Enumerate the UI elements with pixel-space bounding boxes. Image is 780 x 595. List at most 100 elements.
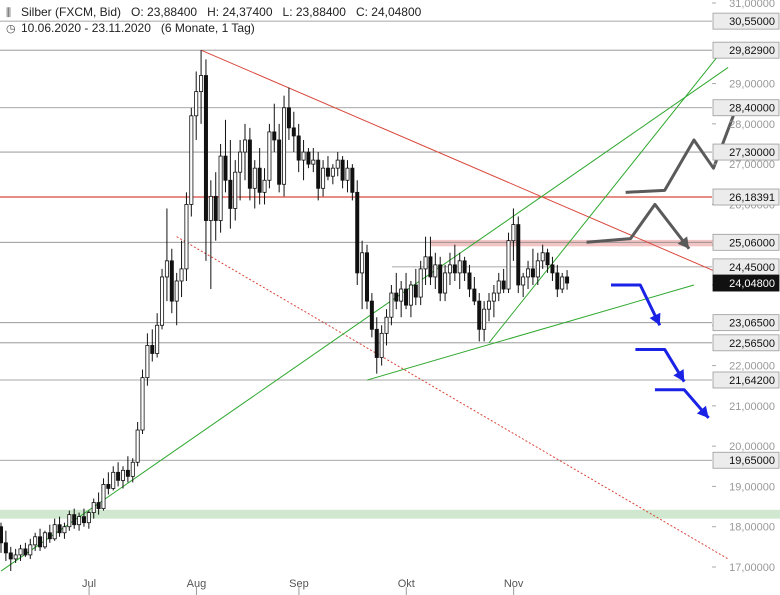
candle-body — [277, 139, 282, 185]
clock-icon: ◷ — [6, 23, 16, 35]
candle-body — [369, 300, 374, 330]
candle-body — [252, 167, 257, 189]
candle-body — [179, 268, 184, 282]
candle-body — [438, 264, 443, 294]
candle-body — [174, 280, 179, 302]
candle-body — [42, 532, 47, 548]
resistance-trendline — [176, 236, 729, 560]
candle-body — [81, 516, 86, 524]
candle-body — [540, 252, 545, 262]
candle-body — [164, 260, 169, 278]
candle-body — [106, 484, 111, 489]
axis-tick-label: 27,00000 — [729, 159, 775, 171]
candle-body — [506, 240, 511, 290]
axis-tick-label: 17,00000 — [729, 562, 775, 574]
candle-body — [486, 300, 491, 310]
candle-body — [23, 548, 28, 556]
level-label-box — [712, 12, 780, 30]
candle-body — [394, 292, 399, 302]
candle-body — [335, 159, 340, 169]
candles-layer — [0, 50, 570, 572]
scenario-arrow — [586, 202, 691, 250]
candle-body — [452, 264, 457, 274]
candle-body — [355, 191, 360, 274]
level-label-box — [712, 188, 780, 206]
scenario-arrowhead — [696, 405, 709, 418]
axis-tick-label: 21,00000 — [729, 401, 775, 413]
level-label: 25,06000 — [729, 237, 775, 249]
candle-body — [296, 135, 301, 161]
candle-body — [116, 471, 121, 481]
candle-body — [125, 469, 130, 477]
level-label: 22,56500 — [729, 338, 775, 350]
candle-body — [399, 288, 404, 302]
candle-body — [140, 377, 145, 431]
candle-body — [423, 256, 428, 270]
level-label: 23,06500 — [729, 318, 775, 330]
scenario-arrowhead — [677, 236, 690, 249]
level-label: 30,55000 — [729, 16, 775, 28]
candle-body — [203, 75, 208, 221]
candle-body — [233, 171, 238, 209]
candle-body — [428, 256, 433, 278]
candle-body — [501, 280, 506, 290]
candle-body — [306, 151, 311, 165]
candle-body — [550, 264, 555, 274]
candle-body — [316, 159, 321, 189]
candle-body — [57, 524, 62, 534]
bar-chart-icon: ⫼ — [6, 7, 12, 19]
trendlines-layer — [0, 42, 729, 572]
level-label-box — [712, 371, 780, 389]
candle-body — [389, 292, 394, 318]
candle-body — [516, 224, 521, 286]
scenario-arrowhead — [649, 312, 661, 326]
candle-body — [121, 469, 126, 481]
candle-body — [28, 544, 33, 556]
candle-body — [111, 471, 116, 489]
candle-body — [496, 280, 501, 294]
candle-body — [67, 514, 72, 528]
candle-body — [530, 268, 535, 278]
candle-body — [262, 179, 267, 193]
candle-body — [72, 514, 77, 526]
zone-red — [430, 239, 716, 247]
level-labels-layer: 30,55000 29,82900 28,40000 27,30000 26,18391… — [712, 12, 780, 469]
candle-body — [482, 308, 487, 330]
candle-body — [228, 179, 233, 209]
level-label: 24,04800 — [729, 278, 775, 290]
scenario-arrowhead — [673, 369, 685, 382]
candle-body — [282, 107, 287, 185]
candle-body — [267, 131, 272, 181]
candle-body — [13, 554, 18, 560]
candle-body — [184, 204, 189, 270]
candle-body — [345, 167, 350, 181]
candle-body — [286, 107, 291, 129]
candle-body — [223, 155, 228, 181]
candle-body — [247, 139, 252, 189]
month-label: Jul — [82, 578, 96, 590]
candle-body — [443, 272, 448, 294]
level-label-box — [712, 41, 780, 59]
candle-body — [86, 512, 91, 524]
candle-body — [18, 548, 23, 556]
candle-body — [413, 284, 418, 298]
candle-body — [477, 300, 482, 330]
candle-body — [433, 264, 438, 278]
candle-body — [257, 167, 262, 193]
candle-body — [135, 429, 140, 463]
candle-body — [199, 75, 204, 93]
candle-body — [379, 332, 384, 358]
candle-body — [155, 324, 160, 354]
zones-layer — [0, 239, 780, 519]
candle-body — [472, 288, 477, 302]
candle-body — [408, 284, 413, 306]
scenario-arrow — [654, 388, 710, 419]
instrument-title: Silber (FXCM, Bid) — [21, 5, 122, 19]
level-label-box — [712, 143, 780, 161]
level-label: 24,45000 — [729, 262, 775, 274]
candle-body — [3, 542, 8, 554]
candle-body — [96, 502, 101, 509]
candle-body — [238, 151, 243, 173]
candle-body — [447, 264, 452, 274]
candle-body — [0, 526, 4, 544]
